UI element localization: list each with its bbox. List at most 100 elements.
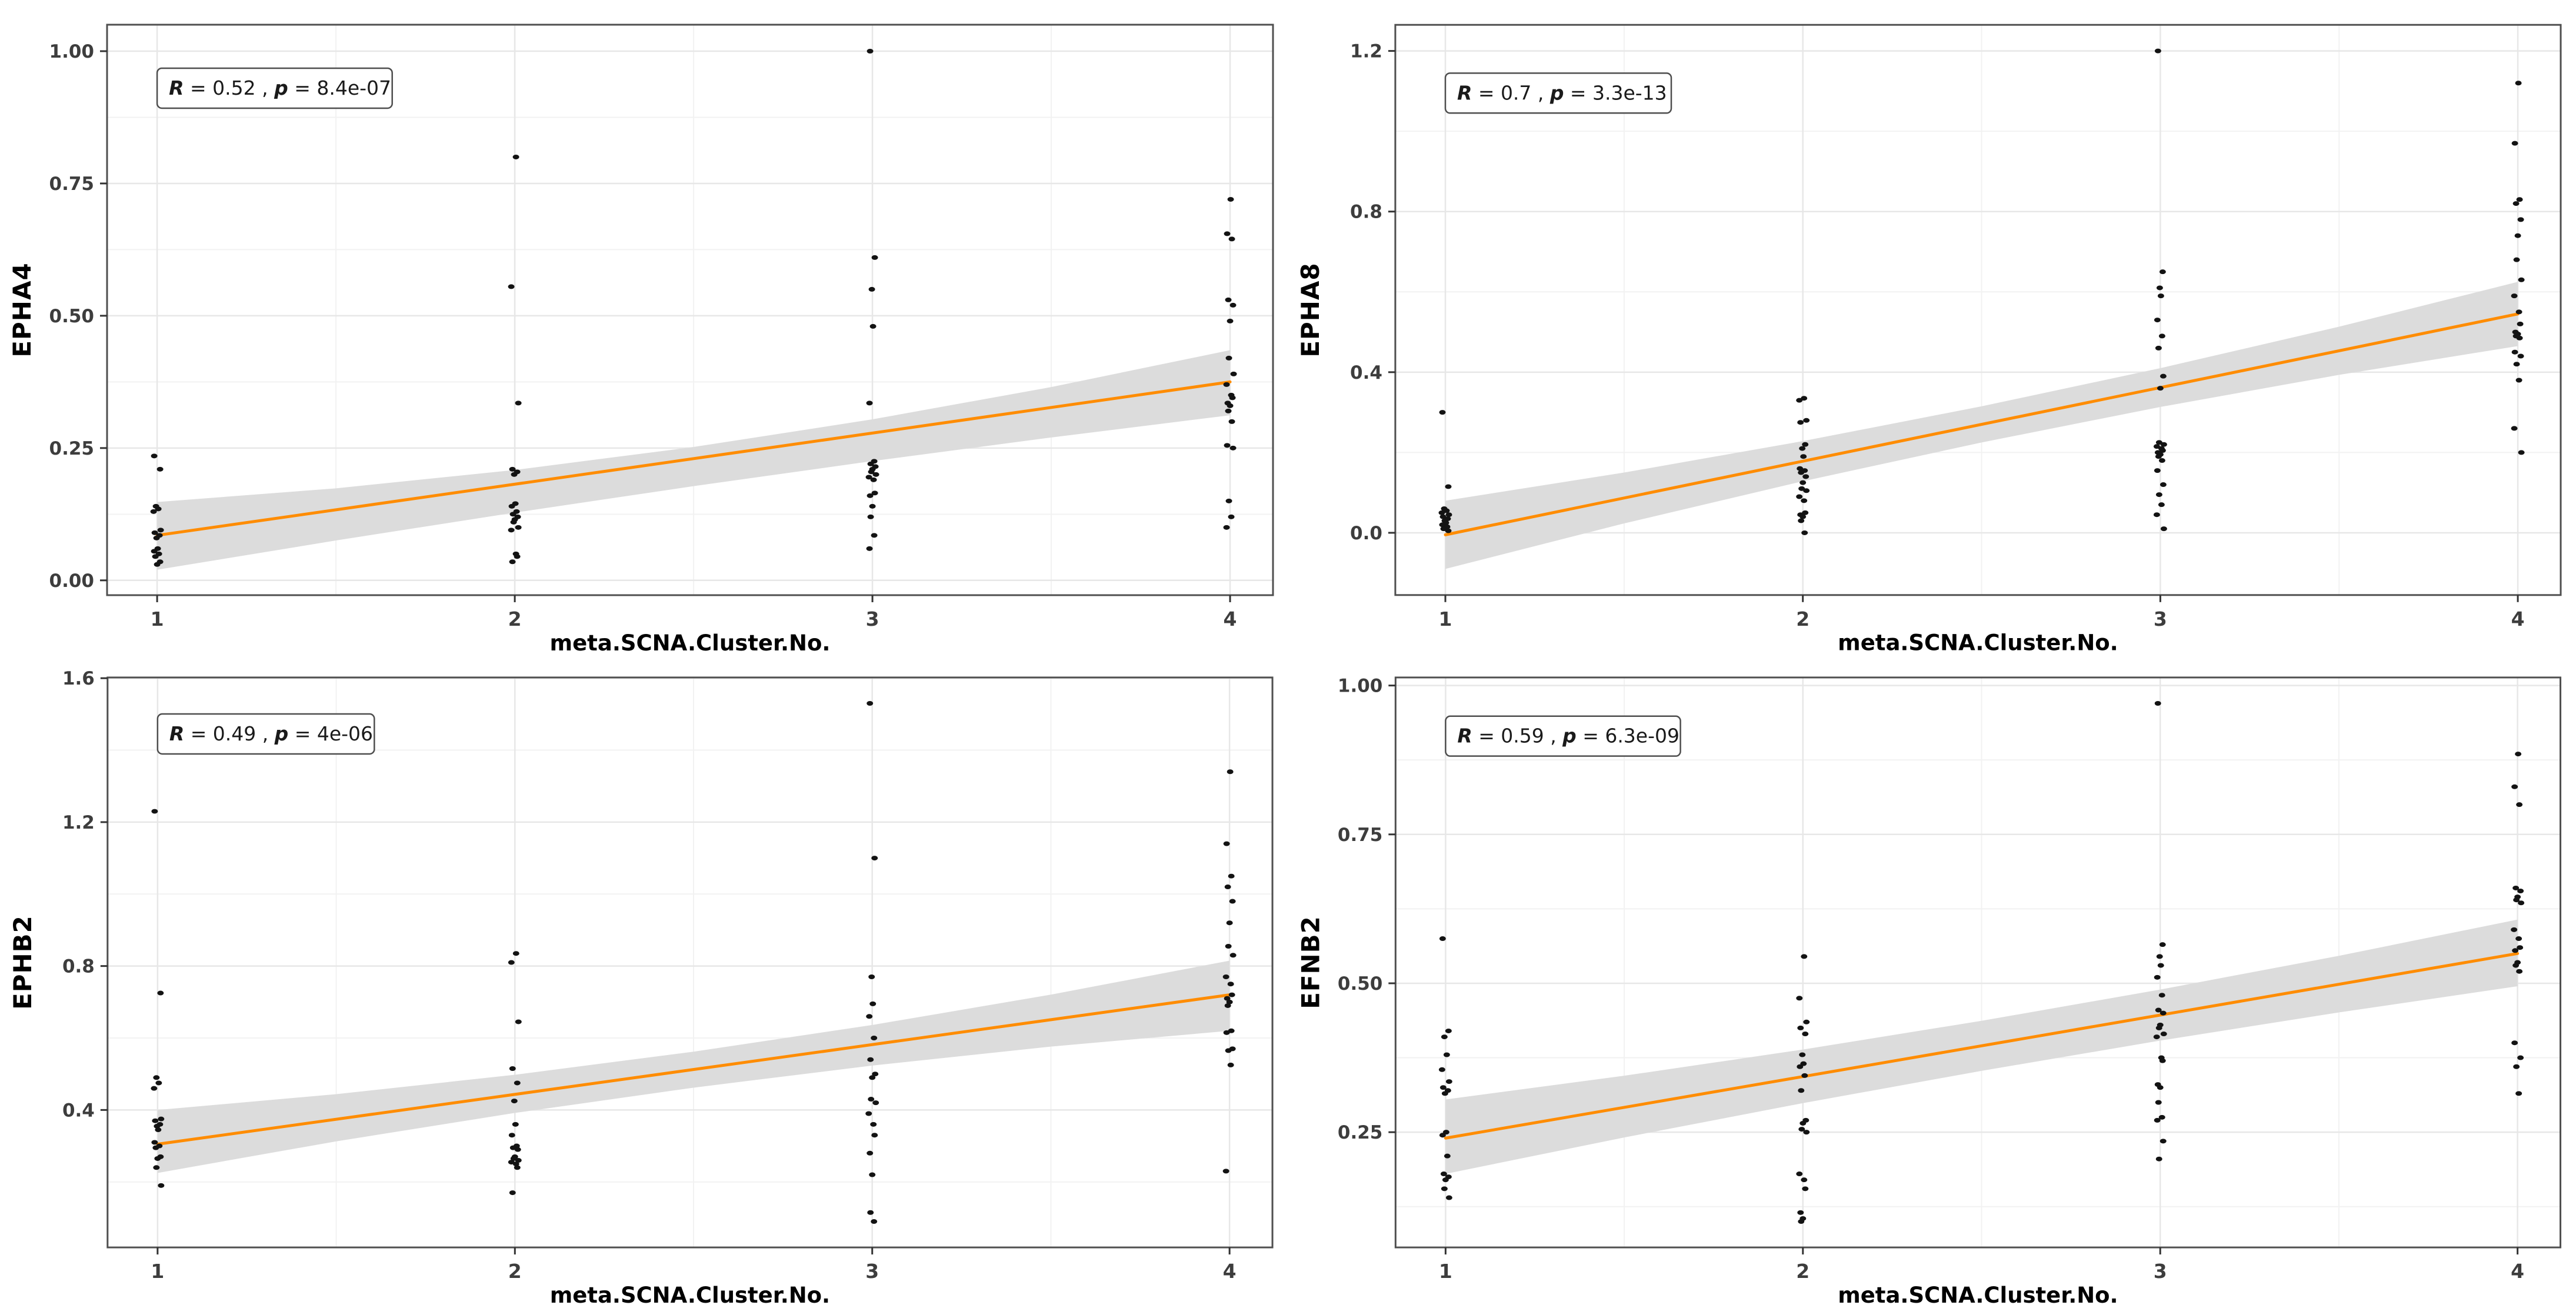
data-point (512, 1122, 519, 1127)
data-point (1798, 1219, 1805, 1224)
data-point (1798, 470, 1805, 475)
x-axis-title: meta.SCNA.Cluster.No. (1838, 1283, 2118, 1305)
data-point (1228, 419, 1235, 424)
data-point (1225, 1048, 1232, 1053)
data-point (1798, 518, 1805, 523)
data-point (1796, 398, 1803, 403)
correlation-text: R = 0.52 , p = 8.4e-07 (169, 76, 391, 99)
data-point (1799, 480, 1807, 485)
data-point (152, 1145, 159, 1150)
data-point (508, 503, 515, 509)
data-point (1796, 996, 1803, 1001)
data-point (2155, 1100, 2162, 1105)
panel-cell-efnb2: 0.25 0.50 0.75 1.00 1 2 3 4 meta.SCNA.Cluster.No… (1288, 653, 2576, 1305)
data-point (869, 1001, 877, 1006)
data-point (1801, 954, 1808, 959)
data-point (2155, 345, 2162, 351)
data-point (2515, 1091, 2522, 1096)
data-point (867, 701, 874, 706)
data-point (512, 1162, 519, 1167)
data-point (2158, 1114, 2165, 1120)
x-axis-title: meta.SCNA.Cluster.No. (550, 1283, 830, 1305)
data-point (871, 533, 878, 538)
data-point (2159, 1058, 2166, 1063)
regression-line (1444, 952, 2520, 1140)
data-point (1801, 530, 1808, 535)
y-tick-label: 0.8 (62, 956, 95, 977)
data-point (2157, 386, 2164, 391)
x-tick-label: 1 (1439, 608, 1452, 630)
data-point (2511, 141, 2518, 146)
data-point (871, 1133, 878, 1138)
data-point (1445, 528, 1452, 533)
data-point (2517, 321, 2524, 326)
y-tick-label: 0.8 (1350, 202, 1382, 223)
data-point (151, 809, 158, 814)
data-point (870, 477, 877, 482)
panel-background (107, 677, 1273, 1248)
data-point (508, 1133, 515, 1138)
data-point (2513, 257, 2520, 262)
data-point (1224, 885, 1231, 890)
x-tick-label: 2 (508, 1260, 522, 1283)
data-point (509, 512, 516, 517)
data-point (2512, 963, 2520, 968)
data-point (1797, 466, 1804, 471)
data-point (2511, 927, 2518, 932)
data-point (872, 1100, 879, 1106)
data-point (867, 461, 874, 466)
data-point (868, 469, 875, 475)
data-point (514, 1080, 521, 1086)
data-point (2154, 1117, 2161, 1123)
y-tick-label: 0.50 (1338, 973, 1382, 994)
y-tick-label: 0.25 (49, 438, 95, 459)
panel-border (106, 24, 1274, 596)
data-point (158, 1116, 165, 1122)
data-point (1796, 494, 1803, 499)
data-point (1229, 899, 1236, 904)
data-point (1439, 1133, 1446, 1138)
data-point (1441, 1034, 1448, 1040)
data-point (151, 453, 158, 459)
data-point (1228, 514, 1235, 519)
data-point (1439, 1085, 1447, 1090)
data-point (1225, 943, 1232, 949)
data-point (153, 535, 160, 540)
data-point (151, 1086, 158, 1091)
data-point (871, 490, 878, 496)
x-tick-label: 2 (1796, 1260, 1809, 1283)
data-point (2517, 217, 2524, 222)
y-tick-label: 0.50 (49, 306, 95, 327)
data-point (1439, 514, 1447, 519)
data-point (869, 323, 877, 329)
regression-line (155, 380, 1232, 537)
data-point (154, 1123, 161, 1129)
data-point (1229, 953, 1237, 958)
axes-layer: 0.00 0.25 0.50 0.75 1.00 1 2 3 4 (49, 41, 1237, 630)
data-point (2518, 450, 2525, 455)
data-point (871, 1036, 878, 1041)
data-point (2159, 942, 2166, 947)
data-point (868, 286, 875, 292)
regression-line (156, 993, 1231, 1146)
data-point (1224, 231, 1231, 236)
x-tick-label: 1 (1439, 1260, 1452, 1283)
data-point (1445, 1195, 1452, 1200)
data-point (1800, 454, 1807, 459)
data-point (2157, 293, 2164, 299)
data-point (1801, 1177, 1808, 1183)
data-point (869, 503, 876, 509)
data-point (2511, 293, 2518, 299)
data-point (1224, 443, 1231, 448)
data-point (867, 514, 874, 519)
data-point (156, 466, 164, 472)
data-point (1796, 1172, 1803, 1177)
data-point (1442, 1177, 1449, 1183)
data-point (1229, 445, 1237, 450)
data-point (2154, 48, 2161, 54)
y-axis-title: EFNB2 (1296, 916, 1325, 1009)
data-point (2157, 963, 2164, 968)
data-point (157, 528, 164, 533)
data-point (1438, 510, 1445, 515)
